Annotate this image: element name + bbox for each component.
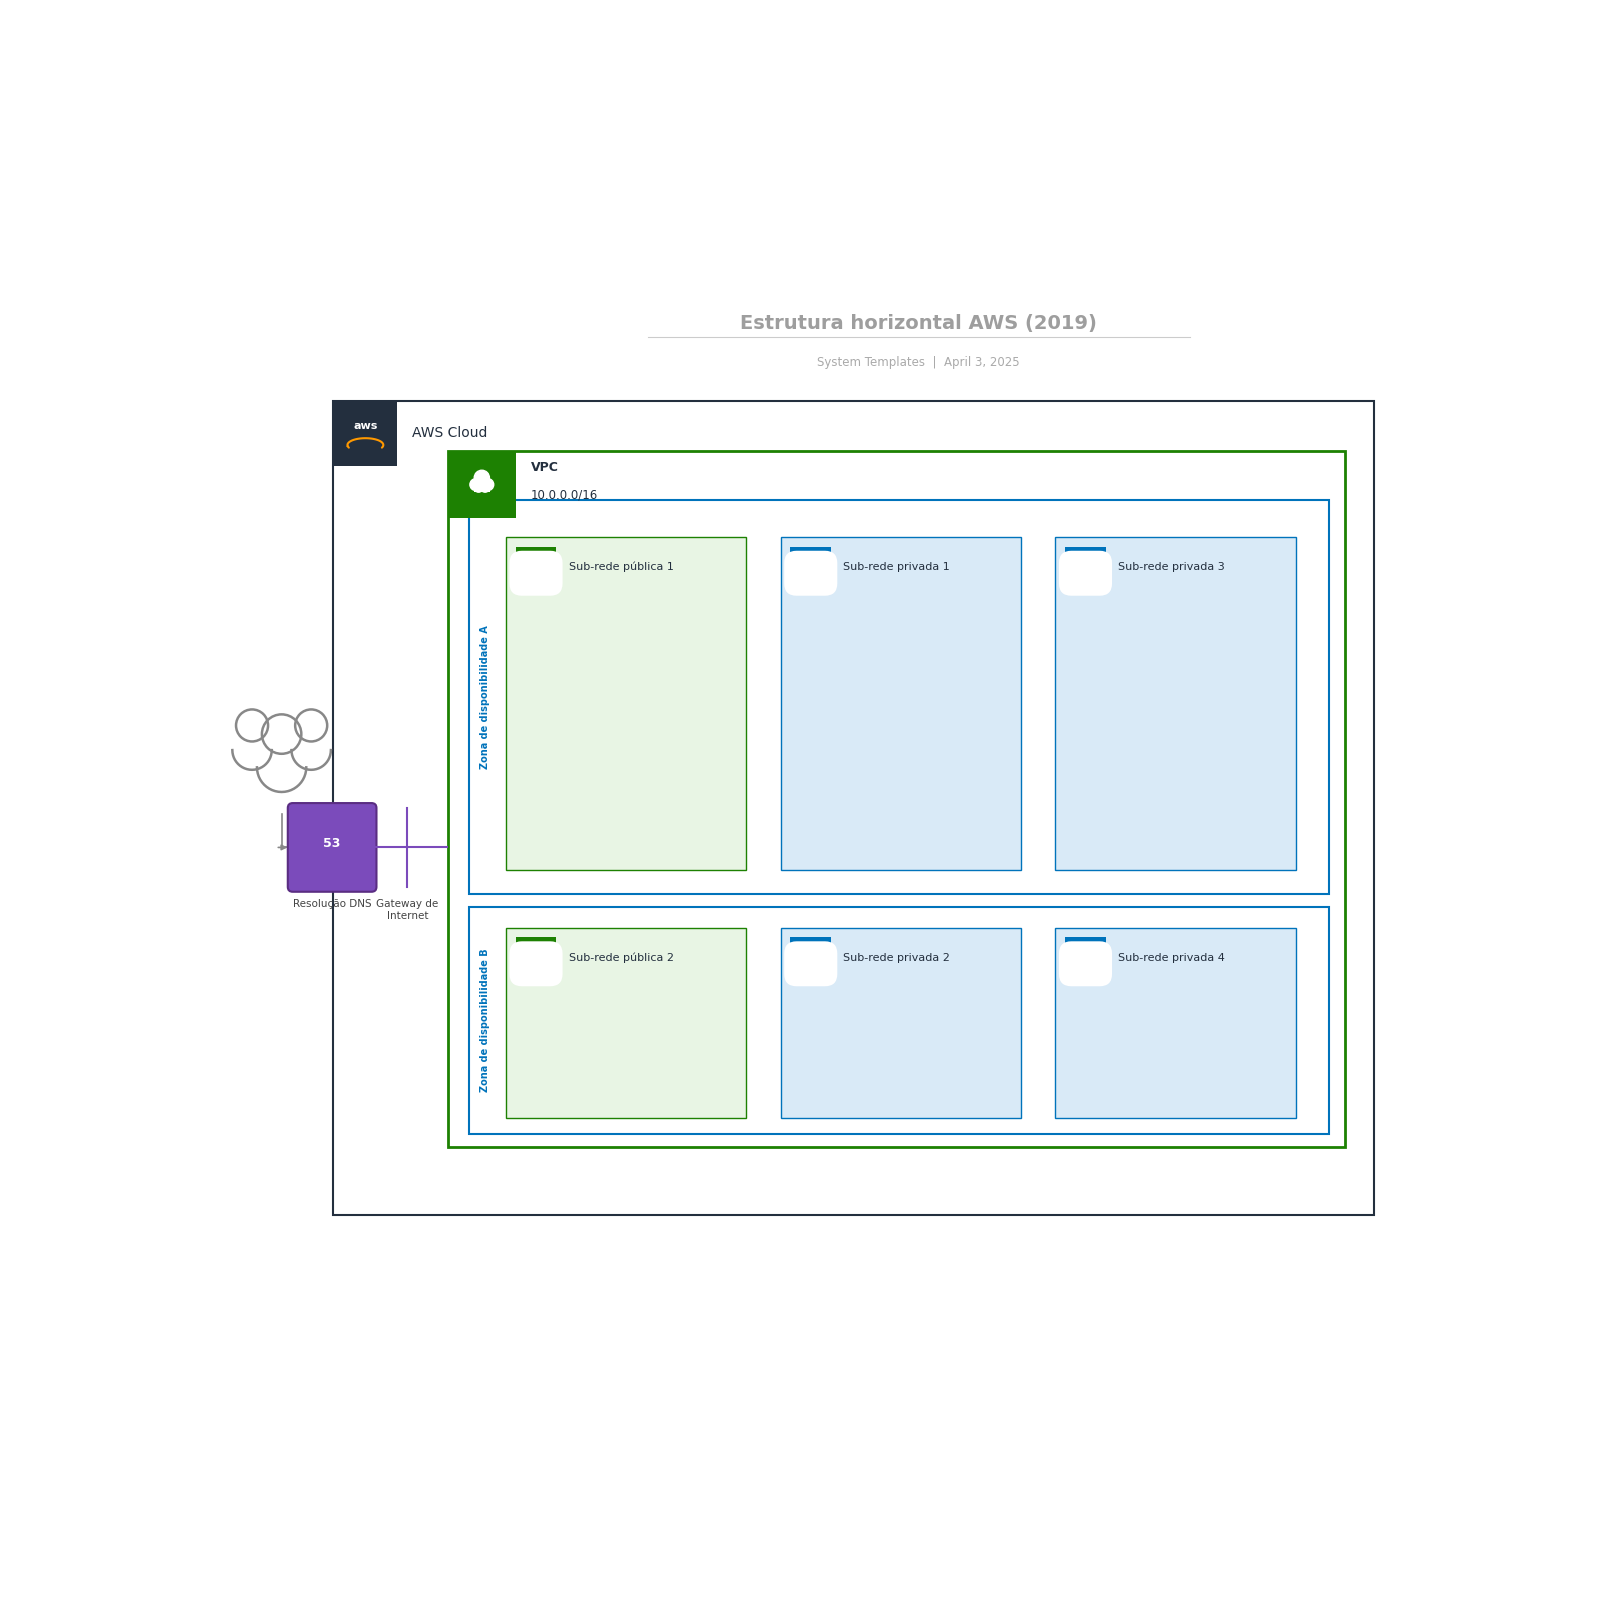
FancyBboxPatch shape xyxy=(781,928,1021,1118)
FancyBboxPatch shape xyxy=(448,451,1346,1147)
Text: VPC: VPC xyxy=(531,461,558,474)
Circle shape xyxy=(531,566,541,574)
FancyBboxPatch shape xyxy=(784,550,837,595)
Text: Sub-rede privada 4: Sub-rede privada 4 xyxy=(1118,952,1226,963)
Circle shape xyxy=(482,478,494,491)
Circle shape xyxy=(1082,566,1090,574)
FancyBboxPatch shape xyxy=(506,538,746,870)
FancyBboxPatch shape xyxy=(515,547,557,587)
Text: Sub-rede privada 2: Sub-rede privada 2 xyxy=(843,952,950,963)
FancyBboxPatch shape xyxy=(534,571,538,579)
Text: AWS Cloud: AWS Cloud xyxy=(413,427,488,440)
Text: Sub-rede privada 1: Sub-rede privada 1 xyxy=(843,562,950,573)
Text: Zona de disponibilidade A: Zona de disponibilidade A xyxy=(480,626,490,770)
FancyBboxPatch shape xyxy=(288,803,376,891)
FancyBboxPatch shape xyxy=(469,499,1330,894)
FancyBboxPatch shape xyxy=(1059,550,1112,595)
FancyBboxPatch shape xyxy=(1083,571,1088,579)
FancyBboxPatch shape xyxy=(509,941,563,986)
FancyBboxPatch shape xyxy=(1059,941,1112,986)
FancyBboxPatch shape xyxy=(1056,928,1296,1118)
FancyBboxPatch shape xyxy=(781,538,1021,870)
Circle shape xyxy=(470,478,482,491)
FancyBboxPatch shape xyxy=(1066,938,1106,978)
Circle shape xyxy=(806,566,814,574)
FancyBboxPatch shape xyxy=(515,938,557,978)
Text: Sub-rede pública 2: Sub-rede pública 2 xyxy=(568,952,674,963)
FancyBboxPatch shape xyxy=(333,402,1374,1214)
Circle shape xyxy=(474,483,483,493)
FancyBboxPatch shape xyxy=(1083,962,1088,970)
Text: aws: aws xyxy=(354,421,378,430)
Circle shape xyxy=(480,483,490,493)
Text: Sub-rede pública 1: Sub-rede pública 1 xyxy=(568,562,674,573)
FancyBboxPatch shape xyxy=(808,571,813,579)
Circle shape xyxy=(806,957,814,965)
FancyBboxPatch shape xyxy=(784,941,837,986)
FancyBboxPatch shape xyxy=(534,962,538,970)
Text: Sub-rede privada 3: Sub-rede privada 3 xyxy=(1118,562,1226,573)
FancyBboxPatch shape xyxy=(1066,547,1106,587)
FancyBboxPatch shape xyxy=(333,402,397,466)
FancyBboxPatch shape xyxy=(1056,538,1296,870)
Circle shape xyxy=(1082,957,1090,965)
Text: 10.0.0.0/16: 10.0.0.0/16 xyxy=(531,488,598,501)
FancyBboxPatch shape xyxy=(448,451,515,518)
Circle shape xyxy=(531,957,541,965)
FancyBboxPatch shape xyxy=(506,928,746,1118)
Circle shape xyxy=(474,470,490,485)
Text: Estrutura horizontal AWS (2019): Estrutura horizontal AWS (2019) xyxy=(741,314,1098,333)
FancyBboxPatch shape xyxy=(808,962,813,970)
FancyBboxPatch shape xyxy=(469,907,1330,1134)
Text: System Templates  |  April 3, 2025: System Templates | April 3, 2025 xyxy=(818,355,1019,368)
FancyBboxPatch shape xyxy=(474,486,490,493)
Text: Zona de disponibilidade B: Zona de disponibilidade B xyxy=(480,949,490,1093)
Text: Resolução DNS: Resolução DNS xyxy=(293,899,371,909)
Text: Gateway de
Internet: Gateway de Internet xyxy=(376,899,438,920)
FancyBboxPatch shape xyxy=(509,550,563,595)
Text: 53: 53 xyxy=(323,837,341,850)
FancyBboxPatch shape xyxy=(790,547,830,587)
FancyBboxPatch shape xyxy=(790,938,830,978)
